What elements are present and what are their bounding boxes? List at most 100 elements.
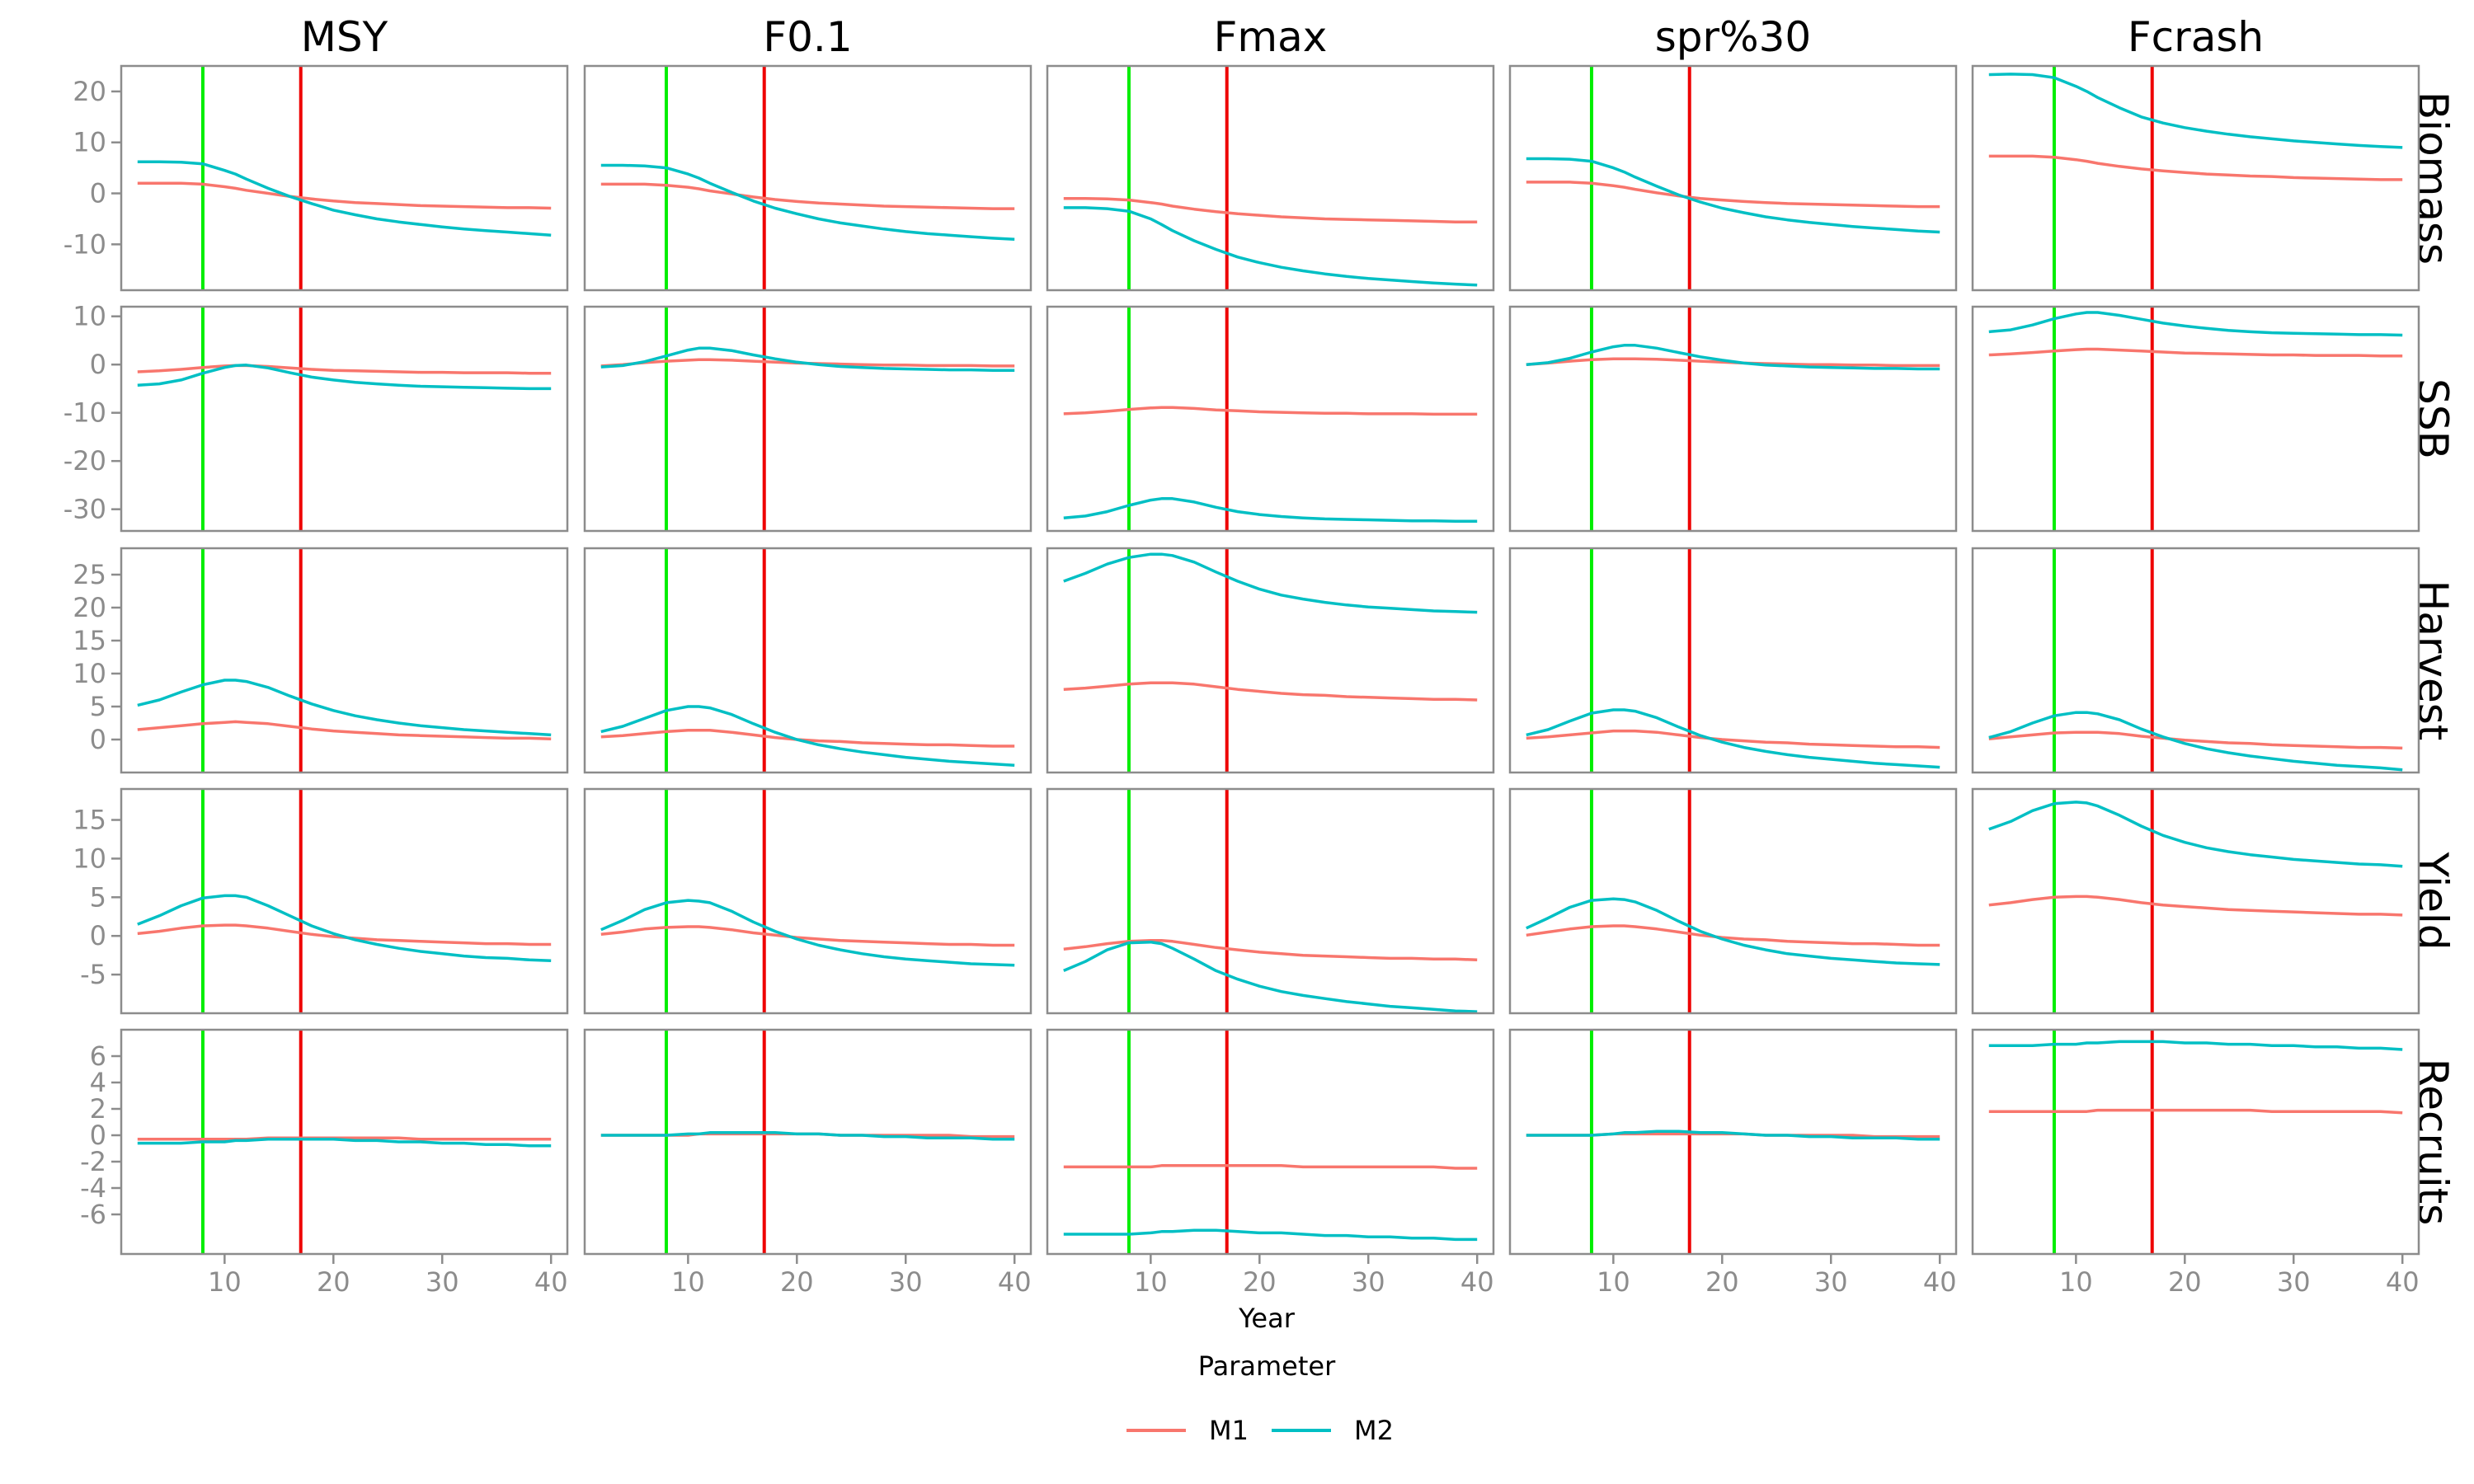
panel-border <box>1971 1028 2420 1256</box>
y-tick-label: -30 <box>63 494 106 525</box>
series-line-m2 <box>1988 311 2403 337</box>
panel-border <box>1046 787 1495 1015</box>
series-line-m2 <box>1063 552 1478 614</box>
series-line-m2 <box>1063 206 1478 287</box>
panel-border <box>1971 787 2420 1015</box>
series-line-m1 <box>600 182 1015 210</box>
series-line-m1 <box>1063 196 1478 223</box>
x-tick-label: 20 <box>1705 1266 1739 1298</box>
series-line-m2 <box>1526 897 1940 966</box>
series-line-m1 <box>137 181 552 210</box>
panel-border <box>1971 64 2420 292</box>
panel-recruits-fmax <box>1046 1028 1495 1256</box>
y-tick-label: 5 <box>90 881 106 913</box>
panel-recruits-msy <box>120 1028 569 1256</box>
series-line-m2 <box>1988 711 2403 772</box>
panel-ssb-fmax <box>1046 305 1495 533</box>
x-tick-label: 30 <box>426 1266 459 1298</box>
y-tick-label: 0 <box>90 724 106 755</box>
series-line-m2 <box>137 1138 552 1148</box>
y-tick-label: 15 <box>73 625 106 656</box>
x-tick-label: 30 <box>2277 1266 2311 1298</box>
y-tick-label: 10 <box>73 843 106 874</box>
x-tick-label: 20 <box>2168 1266 2202 1298</box>
series-line-m1 <box>600 925 1015 947</box>
panel-yield-f0-1 <box>583 787 1032 1015</box>
legend-label-m1: M1 <box>1209 1415 1249 1446</box>
panel-yield-fcrash <box>1971 787 2420 1015</box>
y-tick-label: 6 <box>90 1040 106 1072</box>
column-label-fcrash: Fcrash <box>2128 13 2264 61</box>
y-tick-label: -5 <box>80 959 106 990</box>
panel-recruits-f0-1 <box>583 1028 1032 1256</box>
row-label-biomass: Biomass <box>2409 92 2457 265</box>
panel-border <box>120 787 569 1015</box>
panel-border <box>1971 305 2420 533</box>
legend-item-m2: M2 <box>1272 1415 1394 1446</box>
legend: Parameter M1 M2 <box>1126 1350 1394 1446</box>
series-line-m1 <box>1063 1164 1478 1170</box>
panel-border <box>120 64 569 292</box>
x-tick-label: 30 <box>889 1266 923 1298</box>
y-tick-label: 5 <box>90 691 106 722</box>
legend-item-m1: M1 <box>1126 1415 1249 1446</box>
y-tick-label: 0 <box>90 920 106 951</box>
series-line-m1 <box>1063 681 1478 702</box>
series-line-m2 <box>1063 940 1478 1013</box>
y-tick-label: 20 <box>73 76 106 107</box>
x-tick-label: 40 <box>534 1266 568 1298</box>
y-tick-label: 2 <box>90 1093 106 1125</box>
x-tick-label: 10 <box>1597 1266 1630 1298</box>
y-tick-label: 10 <box>73 127 106 158</box>
x-tick-label: 20 <box>317 1266 350 1298</box>
legend-title: Parameter <box>1198 1350 1336 1382</box>
series-line-m2 <box>1526 157 1940 234</box>
x-tick-label: 40 <box>1923 1266 1957 1298</box>
legend-label-m2: M2 <box>1354 1415 1394 1446</box>
panel-border <box>1508 305 1958 533</box>
y-tick-label: 0 <box>90 178 106 209</box>
series-line-m1 <box>1988 154 2403 181</box>
panel-yield-spr-30 <box>1508 787 1958 1015</box>
y-axes: 20100-10100-10-20-302520151050151050-564… <box>63 76 121 1230</box>
series-line-m1 <box>1988 730 2403 750</box>
series-line-m2 <box>1063 1228 1478 1242</box>
panel-border <box>1971 547 2420 774</box>
panel-biomass-fcrash <box>1971 64 2420 292</box>
panel-border <box>1508 787 1958 1015</box>
x-tick-label: 30 <box>1352 1266 1385 1298</box>
panel-border <box>120 1028 569 1256</box>
panel-harvest-f0-1 <box>583 547 1032 774</box>
column-strip-labels: MSY F0.1 Fmax spr%30 Fcrash <box>301 13 2264 61</box>
series-line-m2 <box>600 1131 1015 1141</box>
panel-border <box>1046 547 1495 774</box>
column-label-spr-30: spr%30 <box>1655 13 1811 61</box>
series-line-m1 <box>1063 406 1478 416</box>
panel-yield-msy <box>120 787 569 1015</box>
y-tick-label: 0 <box>90 349 106 380</box>
panel-ssb-fcrash <box>1971 305 2420 533</box>
series-line-m1 <box>1526 357 1940 368</box>
y-tick-label: -4 <box>80 1172 106 1204</box>
series-line-m2 <box>600 346 1015 372</box>
panel-biomass-spr-30 <box>1508 64 1958 292</box>
panel-harvest-fcrash <box>1971 547 2420 774</box>
series-line-m2 <box>600 163 1015 241</box>
series-line-m2 <box>1526 708 1940 769</box>
panel-ssb-msy <box>120 305 569 533</box>
panel-border <box>1046 64 1495 292</box>
row-label-harvest: Harvest <box>2409 580 2457 741</box>
x-tick-label: 30 <box>1814 1266 1848 1298</box>
y-tick-label: -10 <box>63 397 106 429</box>
panel-border <box>583 1028 1032 1256</box>
series-line-m1 <box>1526 924 1940 947</box>
panel-border <box>1046 305 1495 533</box>
x-tick-label: 10 <box>208 1266 242 1298</box>
panel-border <box>583 305 1032 533</box>
x-tick-label: 20 <box>1243 1266 1277 1298</box>
series-line-m1 <box>137 923 552 946</box>
panel-harvest-fmax <box>1046 547 1495 774</box>
panel-border <box>583 547 1032 774</box>
x-tick-label: 40 <box>998 1266 1032 1298</box>
series-line-m1 <box>1526 729 1940 749</box>
